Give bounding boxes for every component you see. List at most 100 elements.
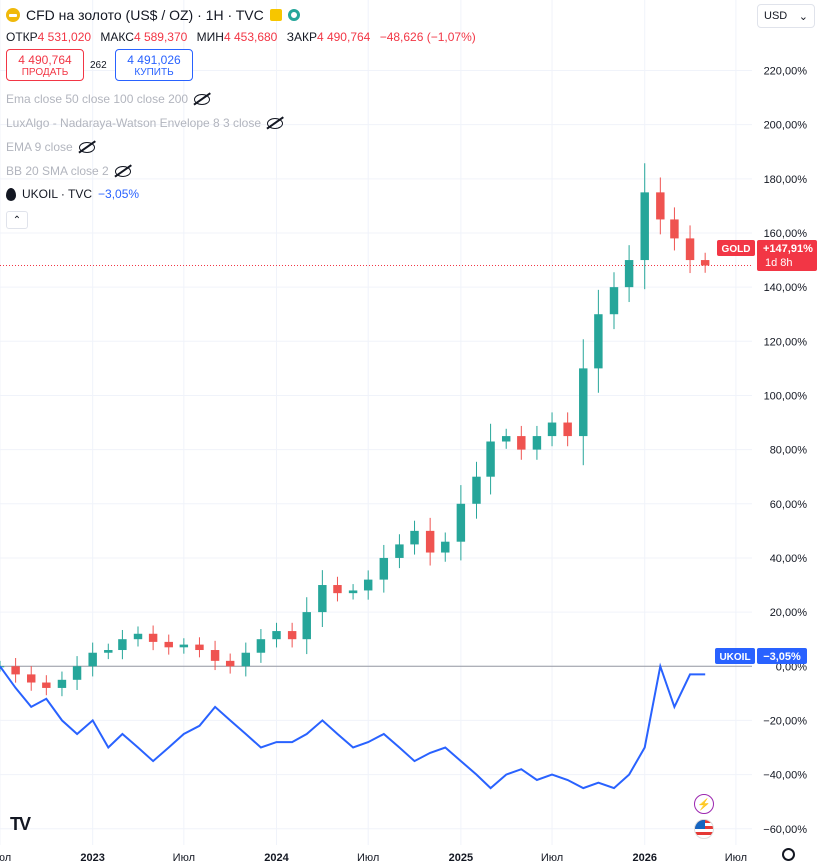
eye-hidden-icon[interactable] <box>114 165 131 177</box>
candle-body <box>441 541 450 553</box>
candle-body <box>425 530 435 553</box>
x-tick-label: Июл <box>0 852 11 864</box>
candle-body <box>302 612 311 640</box>
indicator-ema-9[interactable]: EMA 9 close <box>6 140 95 154</box>
tradingview-logo-icon[interactable]: TV <box>10 814 31 834</box>
indicator-nadaraya-watson[interactable]: LuxAlgo - Nadaraya-Watson Envelope 8 3 c… <box>6 116 284 130</box>
candle-body <box>563 422 572 437</box>
gold-badge-value: +147,91% <box>763 243 813 255</box>
candle-body <box>624 260 634 288</box>
candle-body <box>0 666 5 668</box>
candle-body <box>210 650 220 661</box>
flag-marker-icon[interactable] <box>269 9 282 21</box>
sell-button[interactable]: 4 490,764 ПРОДАТЬ <box>6 49 84 81</box>
compare-symbol-change: −3,05% <box>98 187 140 201</box>
x-axis[interactable]: Июл 2023 Июл 2024 Июл 2025 Июл 2026 Июл <box>0 852 747 864</box>
candle-body <box>57 679 67 688</box>
candle-body <box>456 503 466 542</box>
candle-body <box>547 422 557 437</box>
gold-badge-name: GOLD <box>722 244 751 255</box>
y-tick-label: 200,00% <box>764 120 808 132</box>
x-tick-label: Июл <box>357 852 379 864</box>
candle-body <box>472 476 481 504</box>
candle-body <box>363 579 373 591</box>
ohlc-legend: ОТКР4 531,020 МАКС4 589,370 МИН4 453,680… <box>6 30 482 44</box>
compare-symbol-name: UKOIL · TVC <box>22 187 93 201</box>
indicator-ema-multi[interactable]: Ema close 50 close 100 close 200 <box>6 92 211 106</box>
candle-body <box>179 644 189 648</box>
indicator-label: LuxAlgo - Nadaraya-Watson Envelope 8 3 c… <box>6 116 262 130</box>
ukoil-series-line <box>0 662 706 790</box>
y-tick-label: 180,00% <box>764 174 808 186</box>
candle-body <box>670 219 679 239</box>
close-label: ЗАКР <box>286 30 317 44</box>
candle-body <box>532 436 542 450</box>
compare-symbol-legend[interactable]: UKOIL · TVC −3,05% <box>6 187 139 201</box>
candle-body <box>640 192 649 261</box>
candle-body <box>318 585 327 613</box>
lightning-icon[interactable]: ⚡ <box>694 794 714 814</box>
candle-body <box>287 631 297 640</box>
gold-candles <box>0 163 710 697</box>
y-tick-label: 220,00% <box>764 65 808 77</box>
candle-body <box>348 590 358 594</box>
eye-hidden-icon[interactable] <box>267 117 284 129</box>
gold-coin-icon <box>6 8 20 22</box>
collapse-legend-button[interactable]: ⌃ <box>6 211 28 229</box>
y-tick-label: −40,00% <box>763 770 807 782</box>
y-tick-label: 160,00% <box>764 228 808 240</box>
y-axis[interactable]: 220,00% 200,00% 180,00% 160,00% 140,00% 120,0… <box>763 65 807 835</box>
y-tick-label: 100,00% <box>764 390 808 402</box>
candle-body <box>118 639 127 651</box>
chevron-up-icon: ⌃ <box>12 214 22 226</box>
ukoil-badge-name: UKOIL <box>719 652 750 663</box>
symbol-title[interactable]: CFD на золото (US$ / OZ) · 1H · TVC <box>26 7 264 23</box>
buy-button[interactable]: 4 491,026 КУПИТЬ <box>115 49 193 81</box>
chart-header[interactable]: CFD на золото (US$ / OZ) · 1H · TVC <box>6 7 300 23</box>
candle-body <box>379 557 389 580</box>
candle-body <box>656 192 665 220</box>
candle-body <box>272 631 281 640</box>
y-tick-label: 40,00% <box>770 553 808 565</box>
ukoil-badge: UKOIL −3,05% <box>715 648 807 664</box>
gold-badge: GOLD +147,91% 1d 8h <box>717 240 817 271</box>
x-tick-label: 2025 <box>449 852 473 864</box>
low-label: МИН <box>196 30 224 44</box>
chevron-down-icon: ⌄ <box>798 10 808 23</box>
y-tick-label: 120,00% <box>764 336 808 348</box>
candle-body <box>27 674 36 683</box>
indicator-label: EMA 9 close <box>6 140 73 154</box>
gear-icon[interactable] <box>782 848 795 861</box>
candle-body <box>72 666 82 680</box>
x-tick-label: Июл <box>541 852 563 864</box>
us-flag-icon[interactable] <box>694 819 714 839</box>
indicator-bollinger[interactable]: BB 20 SMA close 2 <box>6 164 131 178</box>
candle-body <box>579 368 588 437</box>
eye-hidden-icon[interactable] <box>194 93 211 105</box>
eye-hidden-icon[interactable] <box>78 141 95 153</box>
candle-body <box>11 666 20 675</box>
sell-price: 4 490,764 <box>18 52 72 67</box>
high-value: 4 589,370 <box>133 30 188 44</box>
candle-body <box>104 650 113 653</box>
candle-body <box>501 436 511 442</box>
y-tick-label: 60,00% <box>770 499 808 511</box>
y-tick-label: −20,00% <box>763 715 807 727</box>
open-value: 4 531,020 <box>37 30 92 44</box>
candle-body <box>594 314 603 369</box>
indicator-label: Ema close 50 close 100 close 200 <box>6 92 189 106</box>
candle-body <box>685 238 695 261</box>
close-value: 4 490,764 <box>316 30 371 44</box>
x-tick-label: 2024 <box>264 852 289 864</box>
candle-body <box>395 544 404 558</box>
market-status-icon[interactable] <box>287 9 300 21</box>
candle-body <box>333 585 342 594</box>
x-tick-label: 2023 <box>80 852 104 864</box>
currency-selector[interactable]: USD ⌄ <box>757 4 815 28</box>
sell-label: ПРОДАТЬ <box>21 66 69 78</box>
low-value: 4 453,680 <box>223 30 278 44</box>
y-tick-label: 140,00% <box>764 282 808 294</box>
spread-value: 262 <box>90 60 107 71</box>
candle-body <box>410 530 419 545</box>
